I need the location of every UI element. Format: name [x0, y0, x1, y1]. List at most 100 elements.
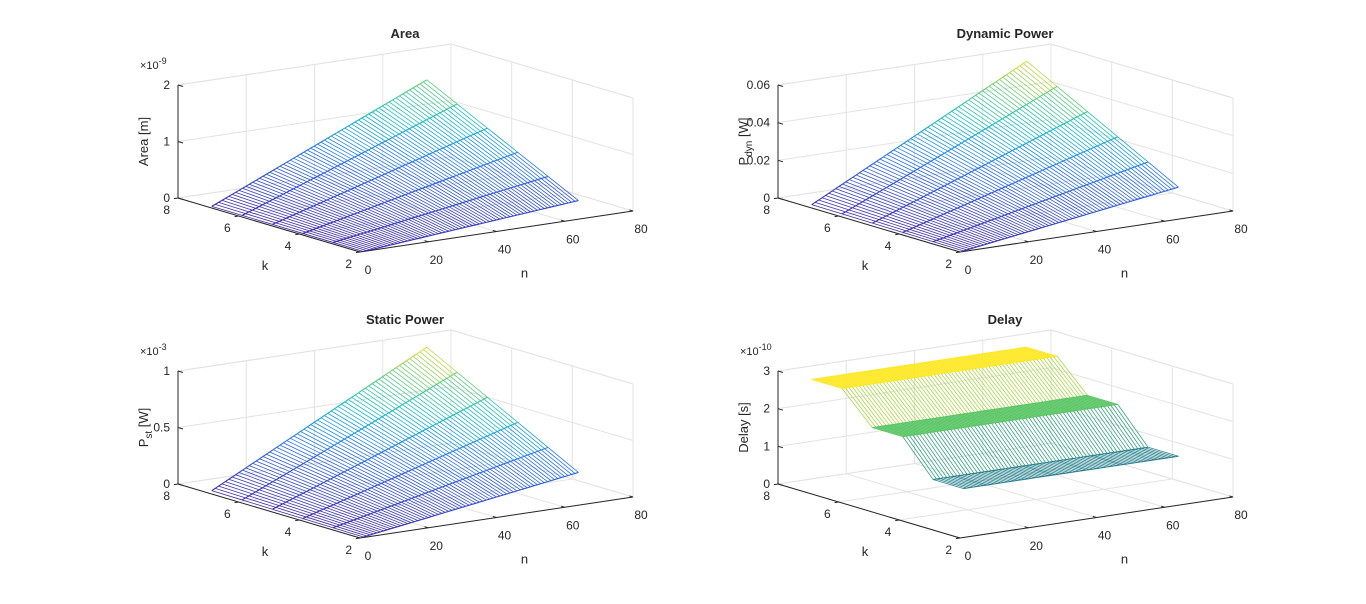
mesh-line — [1144, 162, 1176, 189]
mesh-line — [852, 201, 863, 209]
mesh-line — [886, 154, 918, 170]
mesh-line — [238, 472, 270, 485]
mesh-line — [906, 230, 937, 241]
mesh-line — [313, 450, 325, 458]
mesh-line — [364, 178, 376, 184]
mesh-line — [306, 208, 338, 221]
mesh-line — [269, 451, 301, 466]
mesh-line — [374, 173, 386, 180]
mesh-line — [995, 153, 1006, 160]
mesh-line — [975, 366, 986, 370]
mesh-line — [367, 181, 399, 198]
mesh-line — [466, 402, 478, 409]
mesh-line — [368, 113, 400, 135]
mesh-line — [1004, 468, 1036, 479]
mesh-line — [262, 198, 274, 206]
mesh-line — [893, 365, 904, 368]
mesh-line — [415, 155, 427, 161]
mesh-line — [848, 387, 880, 427]
mesh-line — [306, 516, 337, 527]
mesh-line — [486, 470, 518, 492]
mesh-line — [1110, 405, 1142, 449]
mesh-line — [557, 474, 569, 480]
mesh-line — [1147, 446, 1179, 457]
mesh-line — [913, 135, 945, 154]
mesh-line — [443, 110, 474, 135]
mesh-line — [1009, 72, 1041, 97]
mesh-line — [933, 431, 965, 476]
mesh-line — [1049, 414, 1081, 458]
mesh-line — [391, 170, 423, 189]
mesh-line — [415, 390, 427, 398]
mesh-line — [980, 424, 1012, 468]
mesh-line — [411, 469, 443, 488]
mesh-line — [446, 103, 458, 110]
mesh-line — [235, 474, 267, 487]
mesh-line — [1005, 363, 1037, 404]
mesh-line — [1110, 452, 1141, 463]
mesh-line — [343, 523, 374, 535]
mesh-line — [534, 180, 565, 205]
mesh-line — [456, 371, 488, 398]
mesh-line — [943, 209, 955, 215]
mesh-line — [357, 493, 388, 508]
mesh-line — [255, 491, 287, 503]
mesh-line — [405, 396, 417, 404]
mesh-line — [974, 164, 986, 171]
mesh-line — [483, 471, 514, 493]
mesh-line — [1025, 203, 1036, 209]
mesh-line — [924, 129, 955, 148]
mesh-line — [944, 146, 955, 154]
mesh-line — [991, 160, 1023, 180]
mesh-line — [1015, 110, 1047, 134]
mesh-line — [357, 185, 389, 202]
mesh-line — [448, 206, 480, 225]
mesh-line — [1011, 212, 1043, 229]
mesh-line — [245, 467, 277, 481]
mesh-line — [1056, 397, 1068, 401]
mesh-line — [845, 181, 877, 195]
mesh-line — [825, 195, 856, 207]
mesh-line — [923, 375, 955, 416]
mesh-line — [1079, 153, 1111, 177]
y-tick-label: 2 — [945, 543, 952, 557]
mesh-line — [323, 476, 335, 484]
mesh-line — [401, 441, 433, 461]
mesh-line — [1066, 457, 1077, 461]
mesh-line — [1079, 409, 1111, 454]
mesh-line — [1127, 448, 1138, 451]
mesh-line — [346, 522, 378, 534]
mesh-line — [1100, 144, 1132, 169]
mesh-line — [320, 141, 352, 160]
mesh-line — [496, 466, 528, 489]
mesh-line — [1042, 415, 1074, 459]
mesh-line — [475, 221, 487, 226]
mesh-line — [1089, 455, 1121, 466]
mesh-line — [360, 184, 392, 201]
mesh-line — [862, 170, 894, 184]
mesh-line — [1012, 150, 1043, 171]
mesh-line — [361, 428, 393, 448]
mesh-line — [435, 458, 467, 479]
mesh-line — [462, 172, 494, 194]
mesh-line — [428, 491, 460, 509]
mesh-line — [279, 220, 310, 232]
mesh-line — [991, 192, 1022, 210]
mesh-line — [527, 454, 559, 479]
mesh-line — [436, 377, 448, 385]
mesh-line — [1086, 180, 1098, 186]
mesh-line — [388, 412, 420, 434]
mesh-line — [1055, 191, 1067, 197]
mesh-line — [394, 500, 405, 506]
mesh-line — [320, 483, 351, 498]
mesh-line — [909, 228, 941, 240]
mesh-line — [293, 151, 305, 159]
mesh-line — [1046, 399, 1057, 403]
mesh-line — [961, 370, 993, 410]
mesh-line — [1049, 90, 1081, 116]
mesh-line — [353, 209, 365, 215]
mesh-line — [387, 506, 419, 521]
mesh-line — [374, 146, 406, 166]
surface-mesh — [811, 60, 1179, 252]
